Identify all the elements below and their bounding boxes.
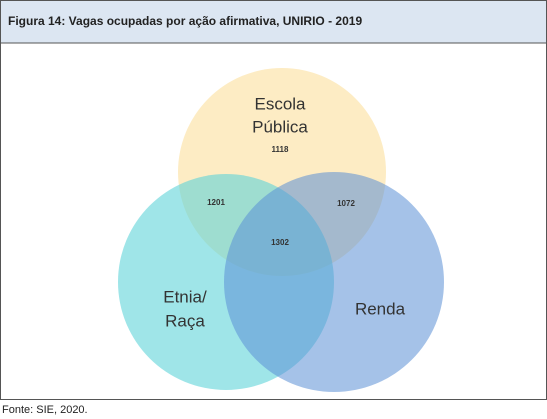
title-bar bbox=[1, 1, 546, 43]
region-value: 1072 bbox=[337, 199, 355, 208]
title: Figura 14: Vagas ocupadas por ação afirm… bbox=[8, 14, 362, 28]
source: Fonte: SIE, 2020. bbox=[2, 404, 88, 416]
set-label: Pública bbox=[252, 117, 308, 136]
region-value: 1302 bbox=[271, 238, 289, 247]
set-label: Etnia/ bbox=[163, 287, 207, 306]
set-label: Escola bbox=[254, 94, 306, 113]
set-label: Raça bbox=[165, 311, 205, 330]
region-value: 1118 bbox=[272, 145, 289, 154]
circle-renda bbox=[224, 172, 444, 392]
region-value: 1201 bbox=[207, 198, 225, 207]
set-label: Renda bbox=[355, 299, 406, 318]
